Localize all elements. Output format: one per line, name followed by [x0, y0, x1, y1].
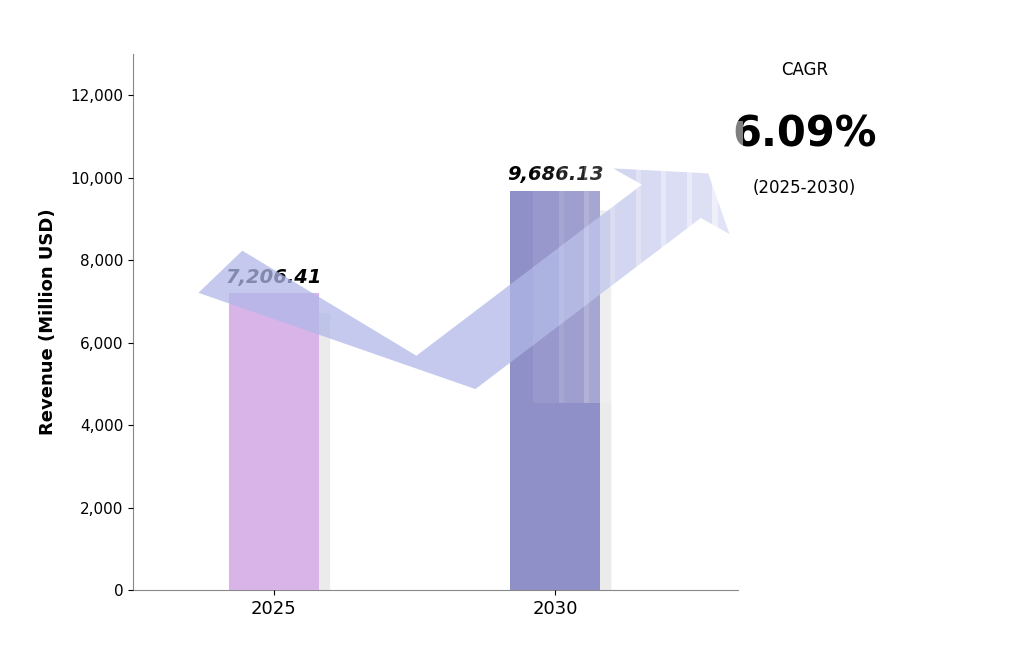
- Text: 7,206.41: 7,206.41: [226, 268, 322, 287]
- Polygon shape: [522, 203, 612, 599]
- Y-axis label: Revenue (Million USD): Revenue (Million USD): [39, 209, 56, 435]
- Text: 6.09%: 6.09%: [733, 113, 876, 155]
- Text: (2025-2030): (2025-2030): [753, 179, 856, 197]
- Text: CAGR: CAGR: [781, 62, 828, 79]
- Bar: [510, 191, 601, 590]
- Text: 9,686.13: 9,686.13: [507, 165, 604, 185]
- Polygon shape: [240, 305, 330, 599]
- Bar: [229, 293, 319, 590]
